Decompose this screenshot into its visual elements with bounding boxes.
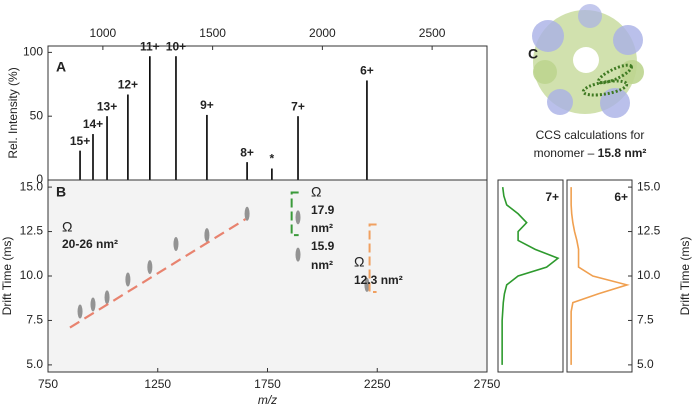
- x-axis-label: m/z: [258, 393, 277, 407]
- drift-spot: [147, 260, 153, 275]
- peak-label: 11+: [140, 39, 160, 53]
- drift-profile: [570, 187, 630, 365]
- y-tick-label: 7.5: [26, 313, 43, 327]
- annotation: Ω: [354, 254, 364, 270]
- x-tick-label: 2500: [419, 26, 446, 40]
- x-tick-label: 2750: [474, 377, 501, 391]
- drift-spot: [295, 247, 301, 262]
- peak-label: 10+: [166, 39, 186, 53]
- y-tick-label: 15.0: [637, 179, 661, 193]
- drift-spot: [77, 304, 83, 319]
- annotation: 17.9: [311, 203, 335, 217]
- y-tick-label: 10.0: [637, 268, 661, 282]
- y-tick-label: 5.0: [637, 357, 654, 371]
- annotation: nm²: [311, 221, 333, 235]
- y-tick-label: 7.5: [637, 313, 654, 327]
- ccs-bracket: [368, 223, 377, 293]
- protein-structure: [532, 4, 644, 118]
- drift-spot: [295, 210, 301, 225]
- y-tick-label: 10.0: [20, 268, 44, 282]
- annotation: 20-26 nm²: [62, 237, 118, 251]
- drift-spot: [364, 277, 370, 292]
- drift-profile: [501, 187, 560, 365]
- y-tick-label: 5.0: [26, 357, 43, 371]
- peak-label: 9+: [200, 98, 214, 112]
- peak-label: 6+: [360, 64, 374, 78]
- profile-label: 7+: [545, 190, 559, 204]
- x-tick-label: 1750: [254, 377, 281, 391]
- y-tick-label: 100: [23, 45, 43, 59]
- annotation: Ω: [311, 184, 321, 200]
- peak-label: 7+: [291, 99, 305, 113]
- peak-label: 12+: [118, 78, 138, 92]
- annotation: 15.9: [311, 239, 335, 253]
- x-tick-label: 750: [38, 377, 58, 391]
- drift-map-background: [48, 180, 487, 372]
- y-tick-label: 50: [30, 108, 44, 122]
- peak-label: 15+: [70, 134, 90, 148]
- drift-spot: [90, 297, 96, 312]
- caption: CCS calculations for: [536, 128, 645, 142]
- drift-spot: [244, 206, 250, 221]
- y-tick-label: 12.5: [20, 224, 44, 238]
- peak-label: 8+: [240, 145, 254, 159]
- y-axis-label: Drift Time (ms): [678, 237, 692, 316]
- trend-line: [69, 218, 247, 329]
- profile-label: 6+: [614, 190, 628, 204]
- drift-spot: [173, 237, 179, 251]
- y-tick-label: 0: [36, 172, 43, 186]
- drift-spot: [104, 290, 110, 305]
- ccs-bracket: [290, 191, 299, 237]
- y-tick-label: 15.0: [20, 179, 44, 193]
- plot-frame: [566, 179, 633, 373]
- y-axis-label: Drift Time (ms): [0, 237, 14, 316]
- peak-label: 13+: [97, 99, 117, 113]
- caption: monomer – 15.8 nm²: [534, 146, 647, 160]
- annotation: nm²: [311, 258, 333, 272]
- panel-label: A: [56, 59, 66, 75]
- x-tick-label: 2000: [309, 26, 336, 40]
- annotation: 12.3 nm²: [354, 273, 403, 287]
- x-tick-label: 1250: [144, 377, 171, 391]
- drift-spot: [125, 272, 131, 287]
- y-axis-label: Rel. Intensity (%): [6, 67, 20, 158]
- annotation: Ω: [62, 219, 72, 235]
- caption-text: monomer –: [534, 146, 598, 160]
- panel-label: B: [56, 184, 66, 200]
- y-tick-label: 12.5: [637, 224, 661, 238]
- peak-label: *: [270, 152, 275, 166]
- drift-spot: [204, 228, 210, 243]
- x-tick-label: 2250: [364, 377, 391, 391]
- panel-label: C: [528, 46, 538, 62]
- caption-value: 15.8 nm²: [598, 146, 647, 160]
- plot-frame: [497, 179, 564, 373]
- x-tick-label: 1500: [199, 26, 226, 40]
- peak-label: 14+: [83, 117, 103, 131]
- x-tick-label: 1000: [90, 26, 117, 40]
